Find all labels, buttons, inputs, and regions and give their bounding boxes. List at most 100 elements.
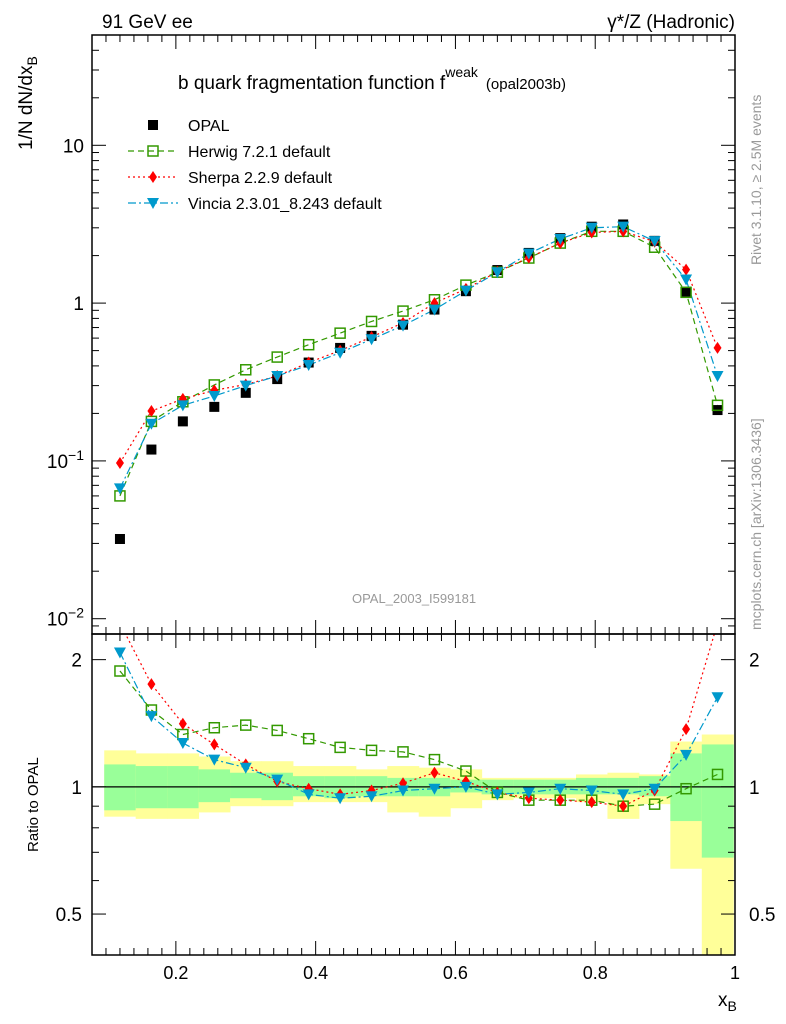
legend-marker-1	[147, 145, 159, 157]
data-point	[146, 444, 157, 455]
ratio-marker-2	[648, 783, 661, 795]
main-marker-0	[365, 315, 378, 328]
plot-title: b quark fragmentation function fweak(opa…	[178, 64, 566, 94]
main-marker-2	[680, 274, 693, 286]
legend-marker-3	[147, 198, 159, 209]
ratio-marker-0	[302, 732, 315, 745]
main-marker-1	[115, 456, 124, 469]
band-green	[230, 772, 262, 799]
panel-frames: 0.2 0.4 0.6 0.8 1 10 1 10−1 10−2 2 2 1 1 0.5 0.5	[47, 34, 775, 983]
main-marker-0	[711, 399, 724, 412]
main-marker-2	[239, 380, 252, 392]
ratio-series-line-0	[119, 670, 718, 807]
ratio-marker-2	[113, 647, 126, 659]
main-marker-2	[554, 233, 567, 245]
main-marker-0	[334, 327, 346, 339]
ratio-marker-2	[459, 781, 472, 793]
ratio-marker-2	[428, 783, 441, 795]
main-marker-2	[711, 371, 724, 383]
band-green	[607, 777, 640, 795]
main-marker-2	[365, 334, 378, 346]
ratio-marker-0	[711, 768, 724, 781]
main-marker-0	[397, 305, 409, 317]
ratio-marker-0	[365, 744, 378, 757]
ratio-marker-2	[617, 789, 630, 801]
ratio-marker-2	[711, 692, 724, 704]
mcplots-label: mcplots.cern.ch [arXiv:1306.3436]	[748, 418, 764, 630]
band-green	[701, 744, 734, 858]
main-series-line-2	[119, 226, 719, 489]
legend: OPAL Herwig 7.2.1 default Sherpa 2.2.9 def…	[128, 118, 382, 213]
ratio-y-tick-label-left: 2	[71, 651, 82, 672]
ratio-marker-0	[208, 721, 221, 734]
ratio-series-line-2	[119, 652, 719, 799]
legend-marker-2	[149, 171, 157, 183]
legend-label-0: OPAL	[188, 118, 230, 135]
main-marker-0	[240, 364, 252, 376]
main-marker-2	[428, 304, 441, 316]
ratio-y-tick-label-right: 0.5	[749, 905, 775, 926]
main-y-tick-label: 10−2	[47, 605, 84, 631]
ratio-marker-2	[145, 711, 158, 723]
x-tick-label: 0.2	[163, 963, 188, 983]
main-marker-2	[491, 267, 504, 279]
main-marker-2	[113, 483, 126, 495]
ratio-marker-2	[585, 785, 598, 797]
ratio-y-tick-label-right: 2	[749, 651, 760, 672]
data-point	[240, 387, 251, 398]
x-tick-label: 0.4	[303, 963, 328, 983]
main-y-tick-label: 1	[73, 294, 84, 315]
ratio-marker-2	[271, 774, 284, 786]
main-marker-2	[617, 221, 630, 233]
ratio-marker-0	[428, 753, 441, 766]
ratio-panel	[92, 634, 735, 813]
ratio-marker-1	[587, 796, 596, 809]
main-series-line-1	[119, 230, 719, 464]
main-marker-2	[176, 400, 189, 412]
ratio-marker-2	[239, 762, 252, 774]
ratio-y-tick-label-right: 1	[749, 778, 760, 799]
x-axis-label: xB	[718, 990, 737, 1014]
main-marker-0	[271, 351, 283, 363]
ratio-marker-2	[302, 789, 315, 801]
data-point	[177, 416, 188, 427]
main-marker-1	[682, 263, 691, 276]
ratio-marker-1	[619, 800, 628, 813]
band-green	[198, 769, 231, 803]
main-marker-2	[397, 320, 410, 332]
ratio-marker-1	[430, 766, 439, 779]
x-tick-label: 0.8	[583, 963, 608, 983]
main-y-tick-label: 10−1	[47, 447, 84, 473]
x-tick-label: 0.6	[443, 963, 468, 983]
main-y-tick-label: 10	[63, 136, 84, 157]
ratio-marker-0	[680, 782, 692, 795]
legend-label-3: Vincia 2.3.01_8.243 default	[188, 196, 382, 213]
ratio-marker-1	[210, 738, 219, 751]
main-marker-1	[713, 341, 722, 354]
data-point	[209, 401, 220, 412]
ratio-y-tick-label-left: 1	[71, 778, 82, 799]
x-tick-label: 1	[730, 963, 740, 983]
ratio-marker-2	[334, 793, 347, 805]
ratio-marker-0	[397, 746, 409, 758]
ratio-marker-0	[114, 665, 126, 677]
main-marker-2	[522, 248, 535, 260]
ratio-marker-0	[271, 724, 283, 737]
legend-label-1: Herwig 7.2.1 default	[188, 144, 331, 161]
ratio-marker-1	[556, 794, 565, 807]
main-y-axis-label: 1/N dN/dxB	[16, 56, 40, 150]
main-marker-0	[302, 338, 315, 351]
legend-label-2: Sherpa 2.2.9 default	[188, 170, 333, 187]
main-panel	[113, 219, 724, 544]
data-point	[114, 533, 125, 544]
ratio-y-axis-label: Ratio to OPAL	[25, 757, 42, 852]
analysis-watermark: OPAL_2003_I599181	[352, 591, 476, 606]
main-series-line-0	[119, 230, 719, 497]
ratio-marker-2	[365, 791, 378, 803]
header-process-label: γ*/Z (Hadronic)	[607, 12, 735, 33]
ratio-marker-2	[491, 789, 504, 801]
ratio-y-tick-label-left: 0.5	[56, 905, 82, 926]
main-marker-2	[334, 347, 347, 359]
main-marker-2	[271, 371, 284, 383]
